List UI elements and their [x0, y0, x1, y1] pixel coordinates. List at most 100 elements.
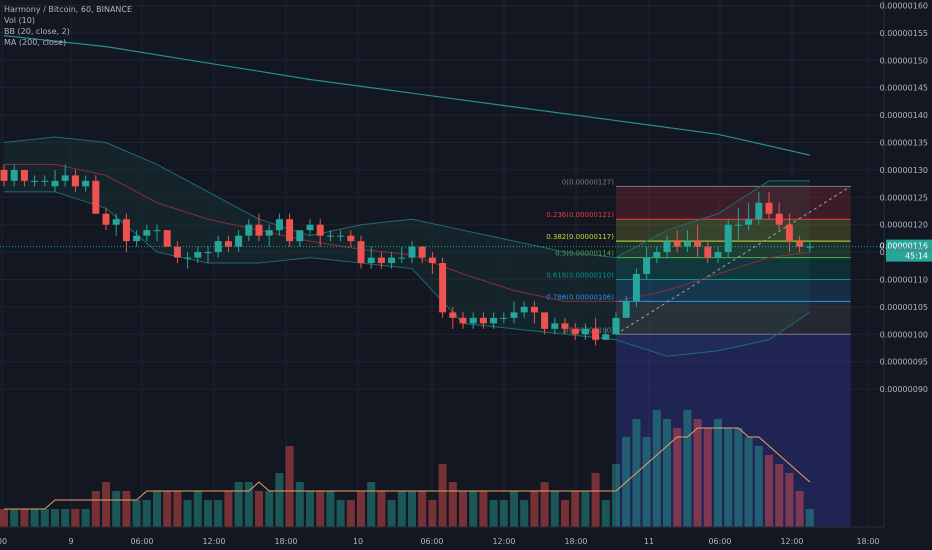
candle-body: [500, 317, 508, 319]
volume-bar: [387, 500, 396, 527]
volume-bar: [285, 446, 294, 527]
candle-body: [796, 241, 804, 247]
candle-body: [388, 257, 396, 264]
candle-body: [622, 301, 630, 318]
candle-body: [306, 224, 314, 231]
price-tick-label: 0.00000130: [880, 166, 928, 175]
symbol-title[interactable]: Harmony / Bitcoin, 60, BINANCE: [4, 5, 133, 14]
volume-bar: [295, 482, 304, 527]
time-tick-label: 00: [0, 537, 7, 546]
candle-body: [785, 224, 793, 242]
candle-body: [612, 317, 620, 335]
volume-bar: [459, 491, 467, 527]
candle-body: [428, 257, 436, 264]
candle-body: [255, 224, 263, 236]
candle-body: [337, 235, 345, 237]
price-axis-partial-label: 0.00000114: [889, 246, 932, 254]
candle-body: [71, 175, 79, 187]
candle-body: [653, 252, 661, 258]
legend-ma[interactable]: MA (200, close): [4, 38, 67, 47]
volume-bar: [663, 419, 671, 527]
candle-body: [204, 252, 212, 254]
current-price-label: 0.00000116: [880, 242, 928, 251]
price-tick-label: 0.00000100: [880, 330, 928, 339]
candle-body: [235, 235, 243, 247]
candle-body: [581, 328, 589, 335]
fib-level-label: 0.5(0.00000114): [555, 250, 614, 258]
volume-bar: [703, 428, 712, 527]
candle-body: [143, 230, 151, 236]
price-tick-label: 0.00000135: [880, 139, 928, 148]
volume-bar: [775, 464, 784, 527]
volume-bar: [397, 491, 406, 527]
fib-zone: [616, 257, 851, 280]
candle-body: [286, 219, 294, 242]
candle-body: [408, 246, 416, 258]
time-tick-label: 12:00: [202, 537, 225, 546]
volume-bar: [204, 500, 212, 527]
price-axis-panel: [884, 0, 932, 550]
volume-bar: [601, 500, 610, 527]
time-tick-label: 9: [68, 537, 73, 546]
time-tick-label: 10: [353, 537, 363, 546]
candle-body: [469, 317, 477, 324]
volume-ma-line: [4, 427, 811, 510]
volume-bar: [71, 509, 80, 527]
candle-body: [490, 317, 498, 324]
volume-bar: [499, 500, 508, 527]
price-tick-label: 0.00000095: [880, 358, 928, 367]
candle-body: [265, 230, 273, 236]
price-tick-label: 0.00000110: [880, 276, 928, 285]
candle-body: [755, 202, 763, 220]
candle-body: [724, 224, 732, 253]
volume-bar: [540, 482, 549, 527]
volume-bar: [163, 491, 172, 527]
volume-bar: [234, 482, 243, 527]
volume-bar: [275, 473, 284, 527]
candle-body: [245, 224, 253, 236]
price-tick-label: 0.00000140: [880, 111, 928, 120]
volume-bar: [326, 491, 335, 527]
candle-body: [714, 252, 722, 258]
volume-bar: [0, 509, 8, 527]
time-tick-label: 18:00: [274, 537, 297, 546]
fib-zone: [616, 186, 851, 220]
candle-body: [0, 169, 8, 181]
volume-bar: [40, 509, 49, 527]
candle-body: [479, 317, 487, 324]
volume-bar: [183, 500, 192, 527]
volume-bar: [693, 419, 702, 527]
candle-body: [694, 241, 702, 247]
time-tick-label: 06:00: [420, 537, 443, 546]
candle-body: [82, 180, 90, 187]
candle-body: [398, 257, 406, 259]
volume-bar: [265, 491, 274, 527]
countdown-label: 45:14: [905, 252, 928, 261]
volume-bar: [591, 473, 600, 527]
volume-bar: [530, 491, 539, 527]
volume-bar: [785, 473, 794, 527]
volume-bar: [520, 500, 529, 527]
volume-bar: [428, 500, 437, 527]
candle-body: [806, 246, 814, 248]
volume-bar: [224, 491, 233, 527]
time-tick-label: 11: [644, 537, 654, 546]
candle-body: [51, 180, 59, 187]
volume-bar: [20, 509, 29, 527]
volume-bar: [153, 491, 161, 527]
legend-vol[interactable]: Vol (10): [4, 16, 35, 25]
current-price-badge: [886, 239, 932, 262]
candle-body: [530, 306, 538, 313]
time-tick-label: 12:00: [780, 537, 803, 546]
legend-bb[interactable]: BB (20, close, 2): [4, 27, 70, 36]
candle-body: [194, 252, 202, 258]
volume-bar: [489, 500, 498, 527]
candle-body: [41, 180, 49, 182]
volume-bar: [306, 491, 314, 527]
volume-bar: [510, 491, 518, 527]
candle-body: [745, 219, 753, 225]
fib-level-label: 0.786(0.00000106): [546, 293, 614, 301]
volume-bar: [561, 500, 569, 527]
